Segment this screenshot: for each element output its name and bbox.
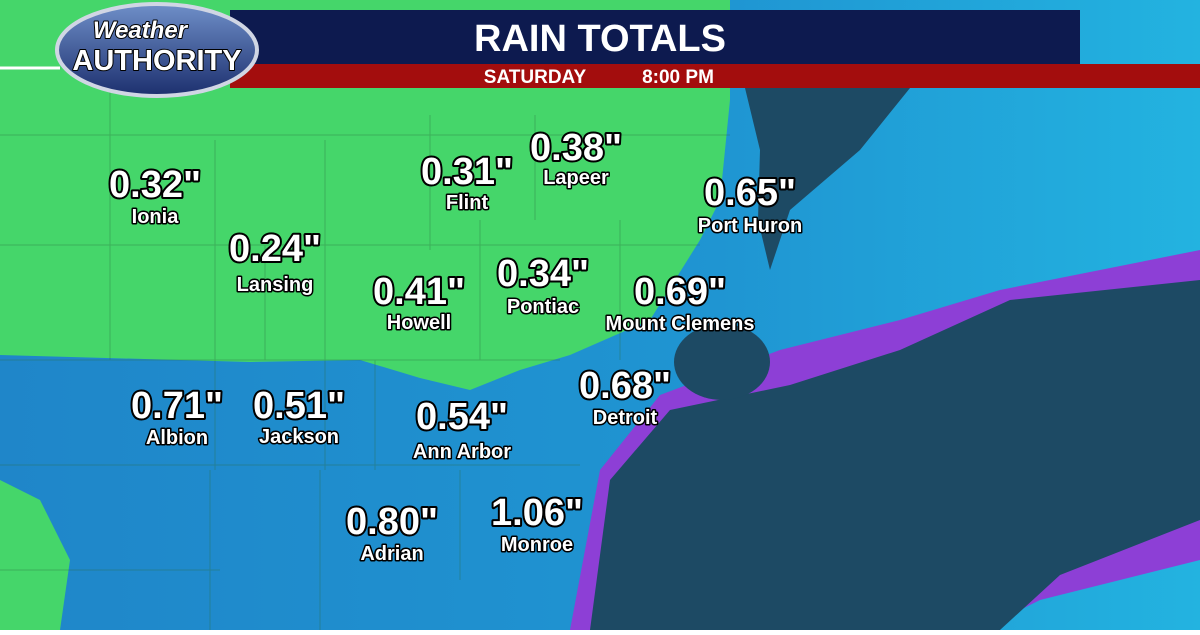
city-name: Mount Clemens [606, 313, 755, 335]
logo-top: Weather [93, 17, 189, 44]
day: SATURDAY [484, 67, 587, 88]
city-name: Flint [446, 192, 489, 214]
city-name: Lansing [237, 274, 314, 296]
city-name: Albion [146, 427, 208, 449]
city-labels: 0.32"Ionia 0.24" Lansing 0.31"Flint 0.38"Lap… [107, 125, 804, 567]
rain-amount: 0.80" [346, 501, 438, 543]
rain-amount: 0.65" [704, 172, 796, 214]
time: 8:00 PM [642, 67, 714, 88]
rain-amount: 1.06" [491, 492, 583, 534]
title: RAIN TOTALS [474, 18, 726, 60]
lake-erie [590, 280, 1200, 630]
rain-amount: 0.31" [421, 151, 513, 193]
rain-amount: 0.51" [253, 385, 345, 427]
city-name: Lapeer [543, 167, 609, 189]
county-lines [0, 80, 730, 630]
city-name: Howell [387, 312, 451, 334]
rain-amount: 0.71" [131, 385, 223, 427]
rain-amount: 0.38" [530, 127, 622, 169]
rain-amount: 0.69" [634, 271, 726, 313]
city-name: Ann Arbor [413, 441, 511, 463]
rain-amount: 0.54" [416, 396, 508, 438]
city-name: Jackson [259, 426, 339, 448]
rain-amount: 0.68" [579, 365, 671, 407]
title-bar [230, 10, 1080, 64]
city-name: Port Huron [698, 215, 802, 237]
logo-badge [55, 2, 259, 98]
subtitle-bar [230, 64, 1200, 88]
lake-huron [745, 88, 910, 270]
city-name: Ionia [132, 206, 180, 228]
light-rain-area [0, 0, 730, 390]
city-name: Detroit [593, 407, 658, 429]
light-rain-area [0, 480, 70, 630]
rain-amount: 0.32" [109, 164, 201, 206]
logo-bottom: AUTHORITY [72, 45, 241, 77]
rain-amount: 0.24" [229, 228, 321, 270]
lake-st-clair [674, 324, 770, 400]
city-name: Pontiac [507, 296, 579, 318]
city-name: Adrian [360, 543, 423, 565]
city-name: Monroe [501, 534, 573, 556]
rain-amount: 0.34" [497, 253, 589, 295]
rain-amount: 0.41" [373, 271, 465, 313]
